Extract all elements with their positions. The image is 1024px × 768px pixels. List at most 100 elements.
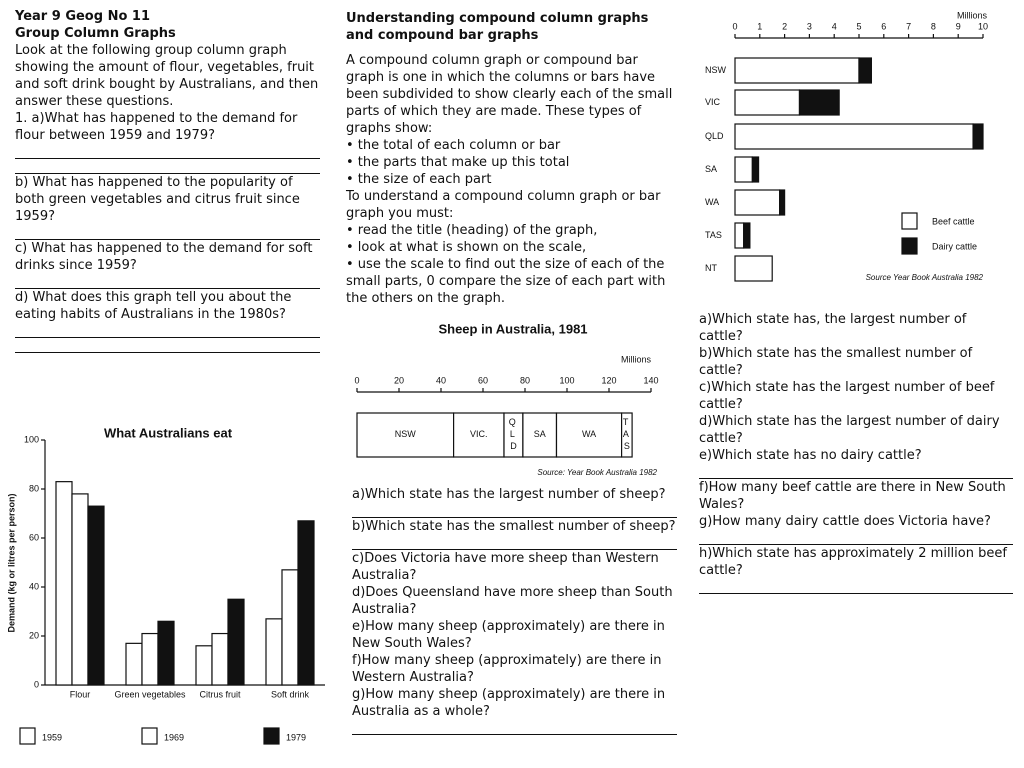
question: f)How many beef cattle are there in New … xyxy=(699,480,1006,512)
bar xyxy=(141,632,159,686)
bar xyxy=(87,505,105,686)
bar-segment xyxy=(734,189,781,216)
chart-title: What Australians eat xyxy=(104,425,233,440)
legend-label: 1979 xyxy=(286,732,306,742)
bar xyxy=(297,520,315,686)
bar xyxy=(211,632,229,686)
spacer xyxy=(346,44,680,52)
answer-line xyxy=(352,503,677,518)
question: b) What has happened to the popularity o… xyxy=(15,175,300,224)
question: c) What has happened to the demand for s… xyxy=(15,241,313,273)
x-tick-label: Soft drink xyxy=(271,689,310,699)
answer-line xyxy=(15,338,320,353)
question: g)How many dairy cattle does Victoria ha… xyxy=(699,514,991,529)
legend-swatch xyxy=(263,727,280,745)
category-label: NT xyxy=(705,263,717,273)
category-label: QLD xyxy=(705,131,724,141)
answer-line xyxy=(699,530,1013,545)
question: a)Which state has the largest number of … xyxy=(352,487,666,502)
right-column: a)Which state has, the largest number of… xyxy=(699,311,1013,594)
x-tick-label: 4 xyxy=(832,21,837,31)
bar-segment xyxy=(972,123,984,150)
bar-segment xyxy=(858,57,872,84)
legend-swatch xyxy=(901,212,918,230)
x-tick-label: 10 xyxy=(978,21,988,31)
answer-line xyxy=(699,579,1013,594)
segment-label: Q L D xyxy=(509,417,519,451)
answer-line xyxy=(352,535,677,550)
bar xyxy=(157,620,175,686)
bar-segment xyxy=(734,222,745,249)
source: Source Year Book Australia 1982 xyxy=(866,273,984,282)
question: c)Which state has the largest number of … xyxy=(699,380,995,412)
question: b)Which state has the smallest number of… xyxy=(352,519,676,534)
x-tick-label: 20 xyxy=(394,375,404,385)
bar-segment xyxy=(356,412,455,458)
bullet: • the size of each part xyxy=(346,172,492,187)
x-tick-label: 120 xyxy=(601,375,616,385)
x-tick-label: 3 xyxy=(807,21,812,31)
answer-line xyxy=(15,144,320,159)
category-label: NSW xyxy=(705,65,727,75)
bar-segment xyxy=(798,89,840,116)
bar xyxy=(265,618,283,686)
segment-label: WA xyxy=(582,429,596,439)
x-tick-label: 80 xyxy=(520,375,530,385)
bar-segment xyxy=(779,189,786,216)
x-tick-label: 8 xyxy=(931,21,936,31)
sheep-chart: Sheep in Australia, 1981 0 20 40 60 80 100 120 1… xyxy=(354,321,658,477)
unit-label: Millions xyxy=(957,10,988,20)
question: d)Does Queensland have more sheep than S… xyxy=(352,585,673,617)
legend-label: Dairy cattle xyxy=(932,241,977,251)
intro: A compound column graph or compound bar … xyxy=(346,53,673,136)
bar xyxy=(195,645,213,686)
legend-label: 1959 xyxy=(42,732,62,742)
chart-title: Sheep in Australia, 1981 xyxy=(438,321,587,336)
intro: Look at the following group column graph… xyxy=(15,43,319,109)
bullet: • the parts that make up this total xyxy=(346,155,570,170)
bar-segment xyxy=(734,57,860,84)
legend-swatch xyxy=(141,727,158,745)
answer-line xyxy=(15,274,320,289)
bar xyxy=(55,481,73,686)
segment-label: T A S xyxy=(623,417,631,451)
x-tick-label: 6 xyxy=(881,21,886,31)
segment-label: SA xyxy=(534,429,546,439)
x-tick-label: 40 xyxy=(436,375,446,385)
legend-swatch xyxy=(19,727,36,745)
bar-segment xyxy=(734,123,974,150)
bar-segment xyxy=(555,412,623,458)
bullet: • the total of each column or bar xyxy=(346,138,561,153)
x-tick-label: 2 xyxy=(782,21,787,31)
heading: and compound bar graphs xyxy=(346,28,539,43)
question: h)Which state has approximately 2 millio… xyxy=(699,546,1007,578)
bullet: • look at what is shown on the scale, xyxy=(346,240,587,255)
bar-segment xyxy=(621,412,633,458)
heading: Understanding compound column graphs xyxy=(346,11,649,26)
question: e)Which state has no dairy cattle? xyxy=(699,448,922,463)
question: c)Does Victoria have more sheep than Wes… xyxy=(352,551,659,583)
legend-label: 1969 xyxy=(164,732,184,742)
bar-segment xyxy=(751,156,760,183)
sheep-questions: a)Which state has the largest number of … xyxy=(352,486,677,735)
question: e)How many sheep (approximately) are the… xyxy=(352,619,665,651)
y-tick-label: 20 xyxy=(29,630,39,640)
x-tick-label: 0 xyxy=(732,21,737,31)
question: b)Which state has the smallest number of… xyxy=(699,346,973,378)
category-label: SA xyxy=(705,164,717,174)
x-tick-label: 5 xyxy=(856,21,861,31)
x-tick-label: 9 xyxy=(956,21,961,31)
bar-segment xyxy=(734,89,801,116)
y-tick-label: 80 xyxy=(29,483,39,493)
y-axis-label: Demand (kg or litres per person) xyxy=(6,493,16,632)
title: Year 9 Geog No 11 xyxy=(15,9,150,24)
bar xyxy=(125,642,143,686)
question: f)How many sheep (approximately) are the… xyxy=(352,653,662,685)
question: d)Which state has the largest number of … xyxy=(699,414,1000,446)
unit-label: Millions xyxy=(621,354,652,364)
x-tick-label: 140 xyxy=(643,375,658,385)
category-label: WA xyxy=(705,197,719,207)
food-chart: What Australians eat Demand (kg or litres… xyxy=(6,425,325,745)
category-label: TAS xyxy=(705,230,722,240)
answer-line xyxy=(15,159,320,174)
